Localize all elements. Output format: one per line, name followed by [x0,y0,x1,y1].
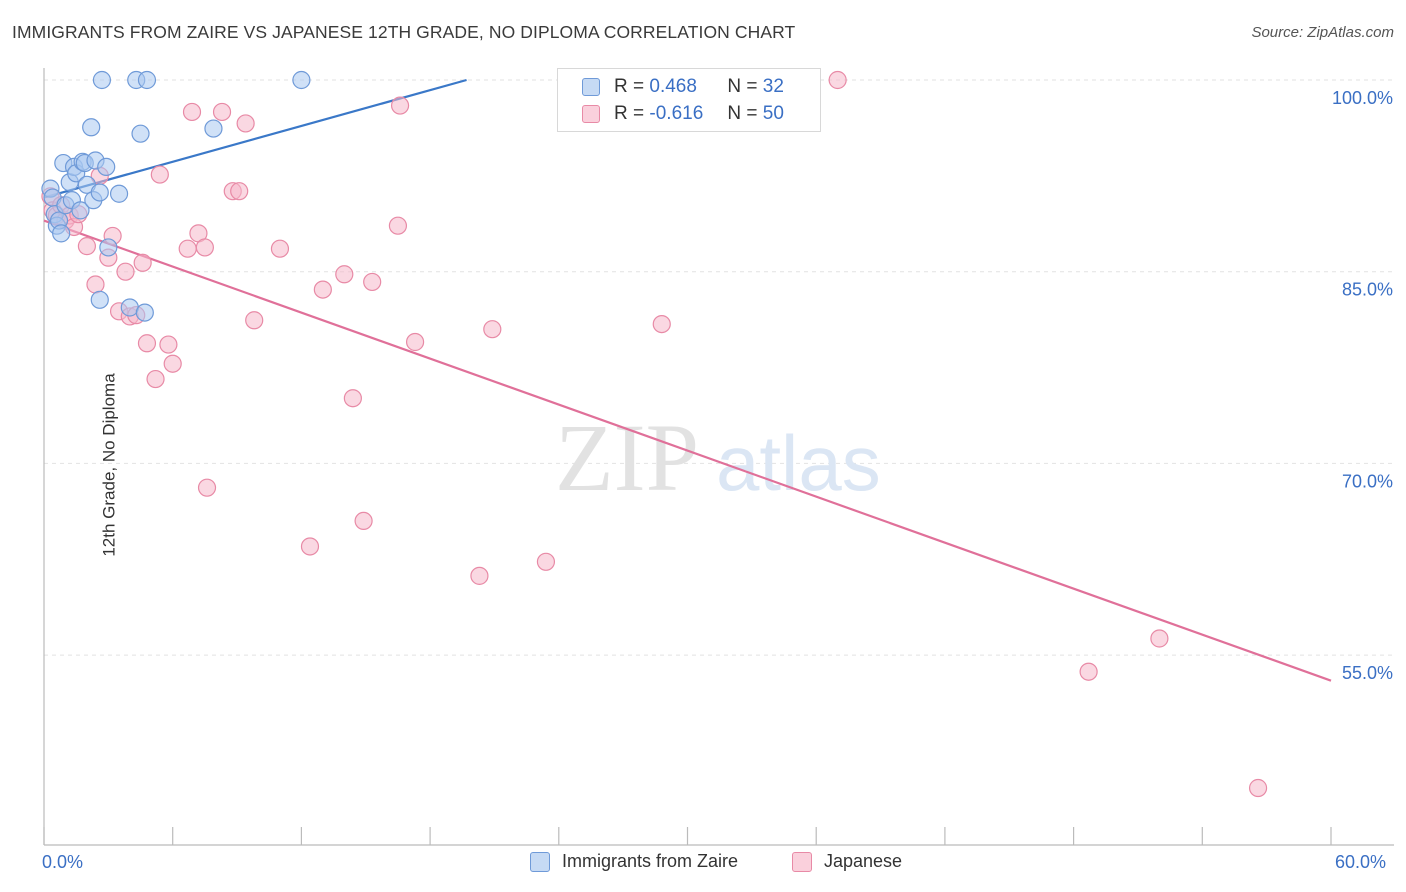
point-japanese [195,238,214,257]
point-japanese [236,114,255,133]
point-japanese [1079,662,1098,681]
series-legend-japanese[interactable]: Japanese [792,851,902,872]
legend-r-value: -0.616 [649,103,704,124]
point-japanese [343,389,362,408]
point-zaire [90,290,109,309]
legend-n-value: 32 [762,76,784,97]
correlation-legend: R = 0.468 N = 32 R = -0.616 N = 50 [557,68,821,132]
point-japanese [159,335,178,354]
point-japanese [116,262,135,281]
point-japanese [146,369,165,389]
point-japanese [77,237,97,256]
series-swatch-blue [530,851,550,872]
trend-line-japanese [43,219,1332,682]
point-japanese [483,320,502,339]
point-zaire [92,70,112,90]
point-japanese [354,511,373,531]
point-zaire [204,119,223,138]
point-japanese [300,537,320,556]
point-japanese [335,265,354,284]
legend-row-japanese: R = -0.616 N = 50 [582,101,784,127]
point-japanese [86,275,105,294]
point-zaire [52,224,71,243]
point-japanese [270,239,290,258]
point-zaire [135,303,154,322]
point-japanese [363,272,382,292]
point-zaire [109,184,129,203]
point-japanese [388,216,408,235]
point-japanese [150,165,169,184]
point-zaire [137,70,157,90]
point-japanese [178,239,197,258]
legend-swatch-pink [582,105,600,123]
legend-r-value: 0.468 [649,76,697,97]
point-japanese [652,314,671,334]
point-zaire [90,183,109,202]
point-zaire [71,201,90,220]
watermark: ZIP atlas [555,404,881,511]
point-zaire [292,70,311,90]
legend-swatch-blue [582,78,600,96]
y-tick-label: 70.0% [1342,471,1393,491]
y-tick-labels: 100.0% 85.0% 70.0% 55.0% [1332,88,1393,683]
point-japanese [133,253,152,272]
y-tick-label: 85.0% [1342,280,1393,300]
source-credit: Source: ZipAtlas.com [1251,24,1394,41]
legend-r-label: R = [614,103,645,124]
point-zaire [99,238,118,257]
watermark-zip: ZIP [555,404,699,511]
point-japanese [137,334,157,353]
point-japanese [182,102,202,122]
point-japanese [405,332,425,352]
point-japanese [230,182,249,201]
point-japanese [390,96,410,115]
legend-row-zaire: R = 0.468 N = 32 [582,74,784,100]
point-japanese [1150,629,1169,648]
series-legend-zaire-label: Immigrants from Zaire [562,851,739,871]
point-japanese [197,478,217,497]
point-zaire [120,298,139,317]
point-zaire [82,118,101,137]
gridlines [44,79,1394,656]
point-japanese [245,311,264,330]
point-japanese [536,552,556,571]
legend-r-label: R = [614,76,645,97]
point-japanese [163,354,182,373]
point-japanese [212,102,232,122]
series-swatch-pink [792,851,812,872]
series-legend-zaire[interactable]: Immigrants from Zaire [530,851,738,872]
point-japanese [313,280,332,299]
legend-n-label: N = [727,76,758,97]
series-legend-japanese-label: Japanese [824,851,903,871]
point-zaire [131,124,150,143]
point-zaire [97,157,116,177]
chart-title: IMMIGRANTS FROM ZAIRE VS JAPANESE 12TH G… [12,22,796,42]
trend-lines [43,78,1332,682]
point-japanese [1248,778,1268,798]
x-axis-max-label: 60.0% [1335,852,1387,872]
y-axis-label: 12th Grade, No Diploma [99,373,119,557]
legend-n-label: N = [727,103,758,124]
watermark-atlas: atlas [716,419,881,507]
data-points [41,70,1268,798]
series-legend: Immigrants from Zaire Japanese [0,851,1406,877]
y-tick-label: 100.0% [1332,88,1393,108]
point-japanese [828,70,847,90]
y-tick-label: 55.0% [1342,663,1393,683]
point-japanese [470,566,489,585]
legend-n-value: 50 [762,103,784,124]
x-axis-min-label: 0.0% [42,852,84,872]
